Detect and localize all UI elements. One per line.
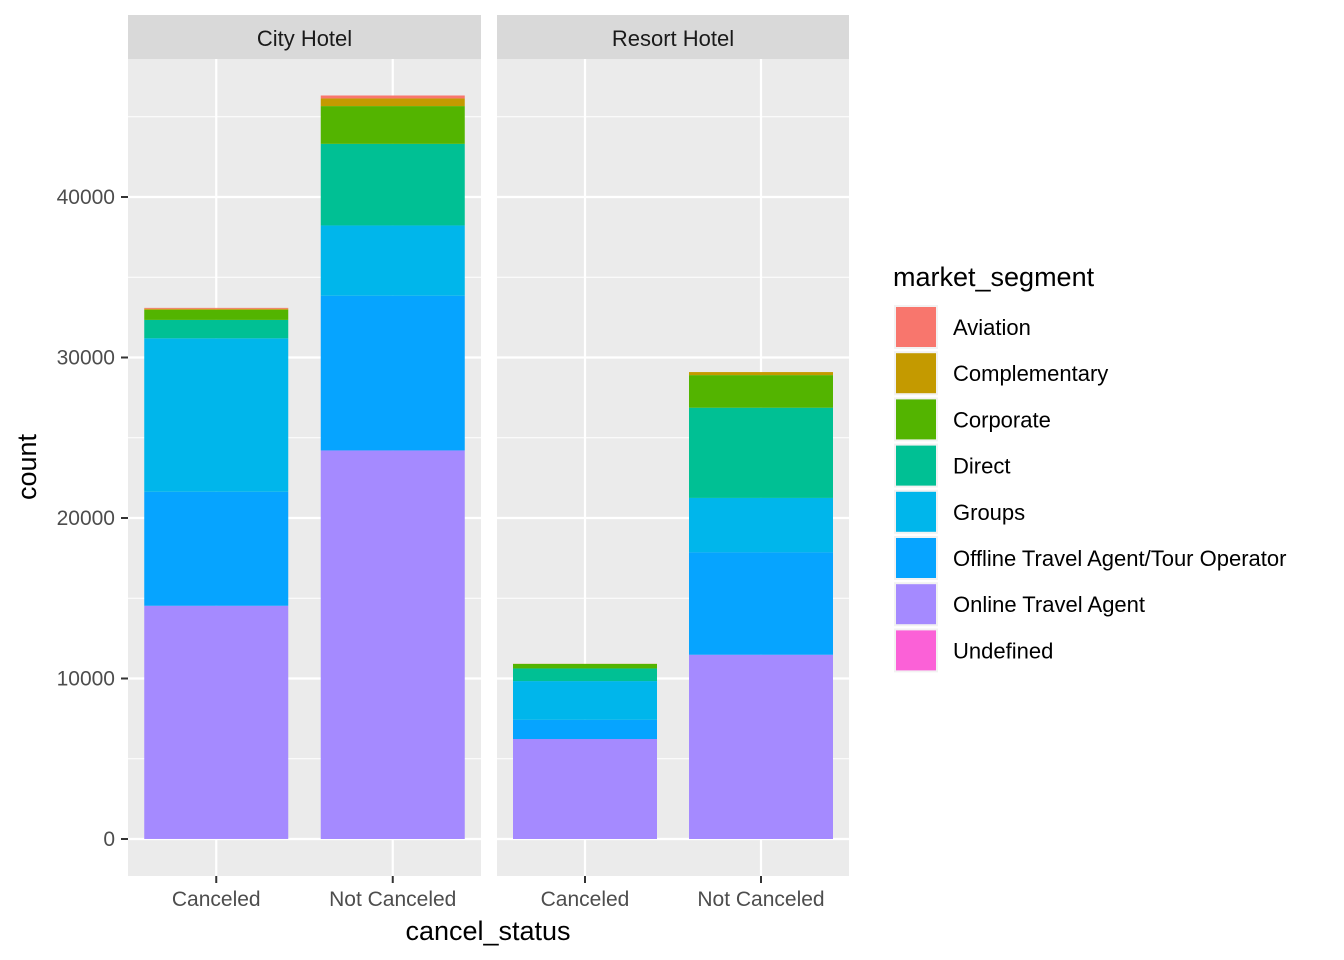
bar-resort-hotel-not-canceled-corporate xyxy=(689,375,833,408)
y-tick-label: 40000 xyxy=(57,186,115,209)
bars xyxy=(144,95,465,839)
x-tick-label: Canceled xyxy=(172,888,261,911)
facet-strip xyxy=(128,15,481,59)
legend-label: Undefined xyxy=(953,638,1053,663)
bar-resort-hotel-canceled-online-travel-agent xyxy=(513,739,657,839)
legend-title: market_segment xyxy=(893,262,1095,292)
x-tick-label: Not Canceled xyxy=(329,888,456,911)
legend-label: Corporate xyxy=(953,407,1051,432)
legend-item-direct: Direct xyxy=(894,443,1010,488)
legend-swatch xyxy=(896,307,936,347)
legend-label: Groups xyxy=(953,500,1025,525)
bar-resort-hotel-not-canceled-groups xyxy=(689,497,833,553)
facet-strip-label: City Hotel xyxy=(257,26,352,51)
bar-city-hotel-not-canceled-complementary xyxy=(320,98,465,107)
legend-label: Direct xyxy=(953,454,1010,479)
facet-strip xyxy=(497,15,849,59)
bar-resort-hotel-canceled-offline-travel-agent-tour-operator xyxy=(513,719,657,740)
legend-swatch xyxy=(896,584,936,625)
x-axis: Canceled Not Canceled Canceled Not Canceled xyxy=(172,876,825,911)
legend-label: Complementary xyxy=(953,361,1108,386)
x-tick-label: Not Canceled xyxy=(697,888,824,911)
bar-resort-hotel-not-canceled-direct xyxy=(689,407,833,498)
bar-city-hotel-not-canceled-offline-travel-agent-tour-operator xyxy=(320,295,465,451)
bar-city-hotel-canceled-complementary xyxy=(144,308,289,310)
bar-resort-hotel-not-canceled-online-travel-agent xyxy=(689,654,833,839)
y-axis: 0 10000 20000 30000 40000 xyxy=(57,186,128,851)
legend-item-complementary: Complementary xyxy=(894,351,1108,396)
legend-item-groups: Groups xyxy=(894,489,1025,534)
facet-panels: City Hotel Resort Hotel xyxy=(128,15,849,876)
facet-strip-label: Resort Hotel xyxy=(612,26,734,51)
bars xyxy=(513,372,833,839)
bar-resort-hotel-canceled-groups xyxy=(513,681,657,720)
bar-city-hotel-not-canceled-groups xyxy=(320,225,465,296)
y-tick-label: 0 xyxy=(103,828,115,851)
legend-label: Aviation xyxy=(953,315,1031,340)
bar-resort-hotel-not-canceled-offline-travel-agent-tour-operator xyxy=(689,552,833,655)
legend-item-aviation: Aviation xyxy=(894,305,1031,349)
legend-label: Offline Travel Agent/Tour Operator xyxy=(953,546,1286,571)
bar-city-hotel-canceled-offline-travel-agent-tour-operator xyxy=(144,491,289,606)
bar-resort-hotel-not-canceled-complementary xyxy=(689,372,833,376)
legend-swatch xyxy=(896,630,936,671)
legend-item-corporate: Corporate xyxy=(894,397,1051,442)
bar-city-hotel-canceled-online-travel-agent xyxy=(144,605,289,839)
legend-swatch xyxy=(896,445,936,486)
bar-city-hotel-not-canceled-online-travel-agent xyxy=(320,450,465,839)
bar-city-hotel-not-canceled-aviation xyxy=(320,95,465,99)
legend-item-online-travel-agent: Online Travel Agent xyxy=(894,582,1145,627)
legend-item-offline-travel-agent-tour-operator: Offline Travel Agent/Tour Operator xyxy=(894,536,1286,580)
legend-swatch xyxy=(896,353,936,394)
facet-city-hotel: City Hotel xyxy=(128,15,481,876)
bar-city-hotel-not-canceled-corporate xyxy=(320,106,465,144)
bar-city-hotel-canceled-aviation xyxy=(144,307,289,309)
bar-city-hotel-canceled-corporate xyxy=(144,309,289,320)
bar-resort-hotel-canceled-direct xyxy=(513,668,657,682)
bar-resort-hotel-canceled-corporate xyxy=(513,663,657,669)
legend-swatch xyxy=(896,538,936,578)
bar-city-hotel-not-canceled-direct xyxy=(320,143,465,226)
legend: market_segment Aviation Complementary Corp… xyxy=(893,262,1286,673)
y-tick-label: 30000 xyxy=(57,347,115,370)
legend-item-undefined: Undefined xyxy=(894,628,1053,673)
bar-city-hotel-canceled-groups xyxy=(144,338,289,492)
x-tick-label: Canceled xyxy=(541,888,630,911)
y-tick-label: 10000 xyxy=(57,668,115,691)
legend-swatch xyxy=(896,491,936,532)
y-tick-label: 20000 xyxy=(57,507,115,530)
x-axis-title: cancel_status xyxy=(405,916,570,946)
legend-label: Online Travel Agent xyxy=(953,592,1145,617)
bar-city-hotel-canceled-direct xyxy=(144,319,289,339)
legend-swatch xyxy=(896,399,936,440)
facet-resort-hotel: Resort Hotel xyxy=(497,15,849,876)
y-axis-title: count xyxy=(12,433,42,500)
legend-items: Aviation Complementary Corporate Direct Grou… xyxy=(894,305,1286,673)
